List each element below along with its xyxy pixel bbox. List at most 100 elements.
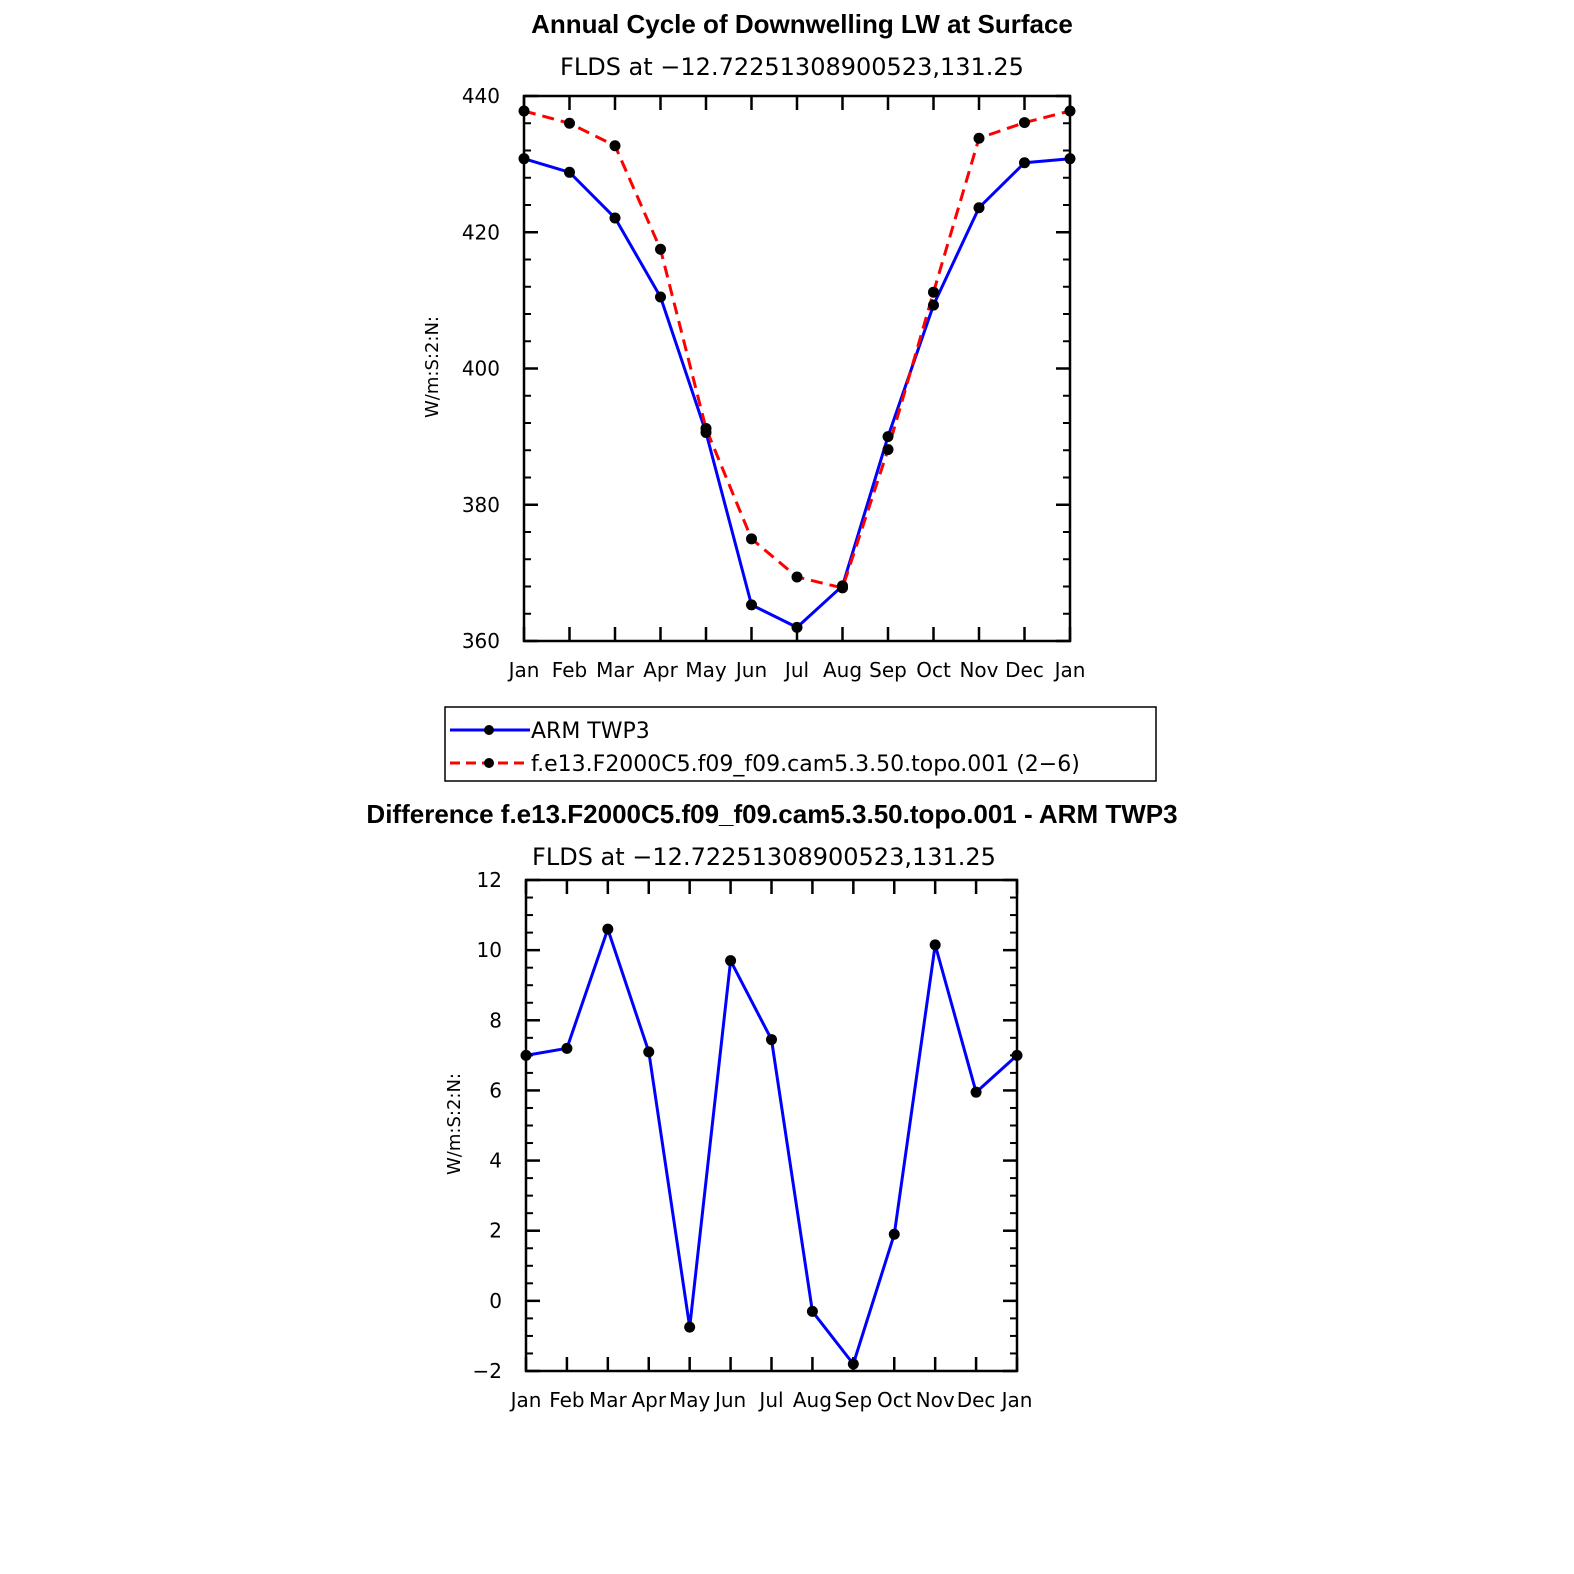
x-tick-label: Oct — [916, 658, 951, 682]
y-tick-label: 0 — [489, 1289, 502, 1313]
data-point — [518, 105, 530, 117]
x-tick-label: Aug — [793, 1388, 832, 1412]
annual-cycle-chart: Annual Cycle of Downwelling LW at Surfac… — [422, 9, 1085, 682]
x-tick-label: Dec — [957, 1388, 996, 1412]
x-tick-label: Jan — [1000, 1388, 1033, 1412]
y-axis-label: W/m:S:2:N: — [422, 316, 443, 418]
data-point — [847, 1358, 859, 1370]
series-group — [520, 923, 1023, 1370]
data-point — [520, 1049, 532, 1061]
legend-label-model: f.e13.F2000C5.f09_f09.cam5.3.50.topo.001… — [531, 752, 1080, 777]
data-point — [928, 299, 939, 311]
data-point — [791, 571, 803, 583]
data-point — [643, 1046, 655, 1058]
chart-subtitle: FLDS at −12.72251308900523,131.25 — [532, 843, 996, 871]
y-tick-label: 400 — [462, 357, 500, 381]
y-tick-label: 12 — [477, 868, 502, 892]
data-point — [561, 1042, 573, 1054]
x-tick-label: Nov — [916, 1388, 955, 1412]
series-group — [518, 105, 1076, 633]
data-point — [970, 1086, 982, 1098]
data-point — [888, 1228, 900, 1240]
axis-ticks — [522, 94, 1072, 643]
data-point — [1064, 105, 1076, 117]
x-tick-label: May — [685, 658, 727, 682]
x-tick-label: Sep — [834, 1388, 872, 1412]
data-point — [1064, 153, 1076, 165]
data-point — [746, 599, 757, 611]
x-tick-label: Dec — [1005, 658, 1044, 682]
data-point — [928, 286, 939, 298]
y-tick-labels: 360 380 400 420 440 — [462, 84, 500, 653]
data-point — [725, 955, 737, 967]
y-tick-label: 2 — [489, 1219, 502, 1243]
data-point — [882, 444, 894, 456]
y-tick-label: 360 — [462, 629, 500, 653]
data-point — [882, 431, 894, 443]
data-point — [746, 533, 757, 545]
legend-marker-model — [484, 758, 494, 768]
data-point — [791, 621, 803, 633]
data-point — [518, 153, 530, 165]
data-point — [609, 212, 621, 224]
chart-title: Annual Cycle of Downwelling LW at Surfac… — [531, 9, 1073, 39]
data-point — [1019, 117, 1030, 129]
y-tick-label: 440 — [462, 84, 500, 108]
y-tick-label: −2 — [473, 1359, 502, 1383]
x-tick-label: Feb — [552, 658, 587, 682]
chart-subtitle: FLDS at −12.72251308900523,131.25 — [560, 53, 1024, 81]
y-tick-label: 380 — [462, 493, 500, 517]
series-line-a — [523, 157, 1071, 629]
data-point — [700, 422, 712, 434]
data-point — [655, 291, 666, 303]
x-tick-label: Feb — [549, 1388, 584, 1412]
y-tick-label: 4 — [489, 1149, 502, 1173]
data-point — [929, 939, 941, 951]
series-line-a — [525, 927, 1019, 1366]
data-point — [806, 1305, 818, 1317]
x-tick-label: Nov — [959, 658, 998, 682]
x-tick-label: Jan — [509, 1388, 542, 1412]
legend-label-arm: ARM TWP3 — [531, 719, 650, 744]
x-tick-labels: Jan Feb Mar Apr May Jun Jul Aug Sep Oct Nov Dec Jan — [509, 1388, 1033, 1412]
x-tick-label: Aug — [823, 658, 862, 682]
x-tick-label: Mar — [596, 658, 635, 682]
data-point — [973, 202, 985, 214]
x-tick-label: Sep — [869, 658, 907, 682]
x-tick-label: Jan — [1053, 658, 1086, 682]
data-point — [609, 140, 621, 152]
data-point — [1019, 157, 1030, 169]
x-tick-label: Mar — [589, 1388, 628, 1412]
y-tick-label: 8 — [489, 1008, 502, 1032]
x-tick-label: Oct — [877, 1388, 912, 1412]
data-point — [564, 166, 575, 178]
axis-ticks — [524, 878, 1019, 1373]
plot-frame — [522, 94, 1072, 643]
y-tick-label: 420 — [462, 220, 500, 244]
data-point — [655, 243, 666, 255]
chart-title: Difference f.e13.F2000C5.f09_f09.cam5.3.… — [366, 799, 1177, 829]
data-point — [837, 582, 848, 594]
x-tick-label: Jul — [757, 1388, 783, 1412]
y-tick-label: 10 — [477, 938, 502, 962]
x-tick-label: Apr — [643, 658, 678, 682]
data-point — [602, 923, 614, 935]
x-tick-label: May — [669, 1388, 711, 1412]
data-point — [973, 132, 985, 144]
y-tick-labels: −2 0 2 4 6 8 10 12 — [473, 868, 502, 1383]
x-tick-label: Jun — [713, 1388, 746, 1412]
x-tick-label: Apr — [631, 1388, 666, 1412]
x-tick-label: Jun — [734, 658, 767, 682]
difference-chart: Difference f.e13.F2000C5.f09_f09.cam5.3.… — [366, 799, 1177, 1412]
data-point — [1011, 1049, 1023, 1061]
x-tick-labels: Jan Feb Mar Apr May Jun Jul Aug Sep Oct Nov Dec Jan — [507, 658, 1086, 682]
data-point — [684, 1321, 696, 1333]
legend: ARM TWP3 f.e13.F2000C5.f09_f09.cam5.3.50… — [444, 706, 1157, 782]
data-point — [766, 1034, 777, 1046]
x-tick-label: Jul — [783, 658, 809, 682]
x-tick-label: Jan — [507, 658, 540, 682]
legend-marker-arm — [484, 725, 494, 735]
legend-box — [444, 706, 1157, 782]
series-line-b — [523, 109, 1071, 590]
